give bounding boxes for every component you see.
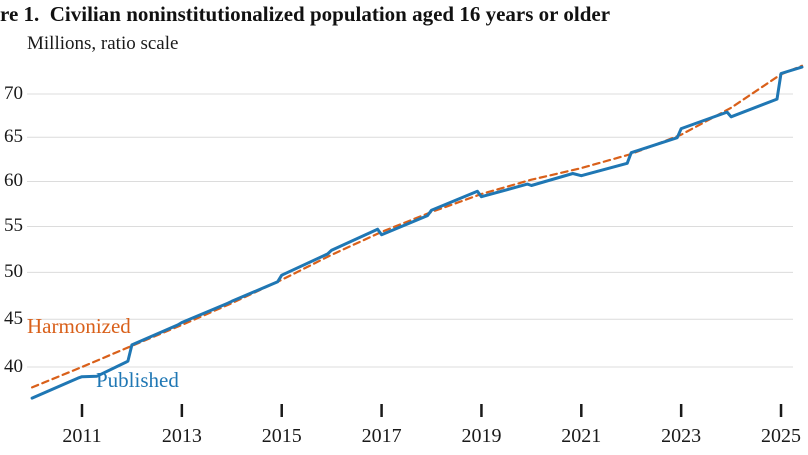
x-tick-label: 2013 [161,425,202,447]
series-lines [30,64,804,400]
y-tick-label: 65 [4,126,23,148]
y-tick-label: 50 [4,261,23,283]
x-axis-ticks [80,404,783,417]
x-tick-label: 2015 [261,425,302,447]
series-label-published: Published [96,368,179,392]
x-tick-label: 2023 [661,425,702,447]
y-axis-unit-label: Millions, ratio scale [27,33,179,54]
x-tick-label: 2019 [461,425,502,447]
y-tick-label: 55 [4,215,23,237]
figure-title: re 1. Civilian noninstitutionalized popu… [0,2,611,26]
series-line-published [30,65,804,400]
x-tick-label: 2017 [361,425,402,447]
gridlines [27,93,793,368]
series-label-harmonized: Harmonized [27,314,131,338]
x-tick-label: 2011 [62,425,102,447]
x-tick-label: 2025 [761,425,802,447]
y-tick-label: 70 [4,82,23,104]
x-tick-label: 2021 [561,425,602,447]
y-tick-label: 45 [4,308,23,330]
y-tick-label: 40 [4,356,23,377]
y-tick-label: 60 [4,170,23,192]
